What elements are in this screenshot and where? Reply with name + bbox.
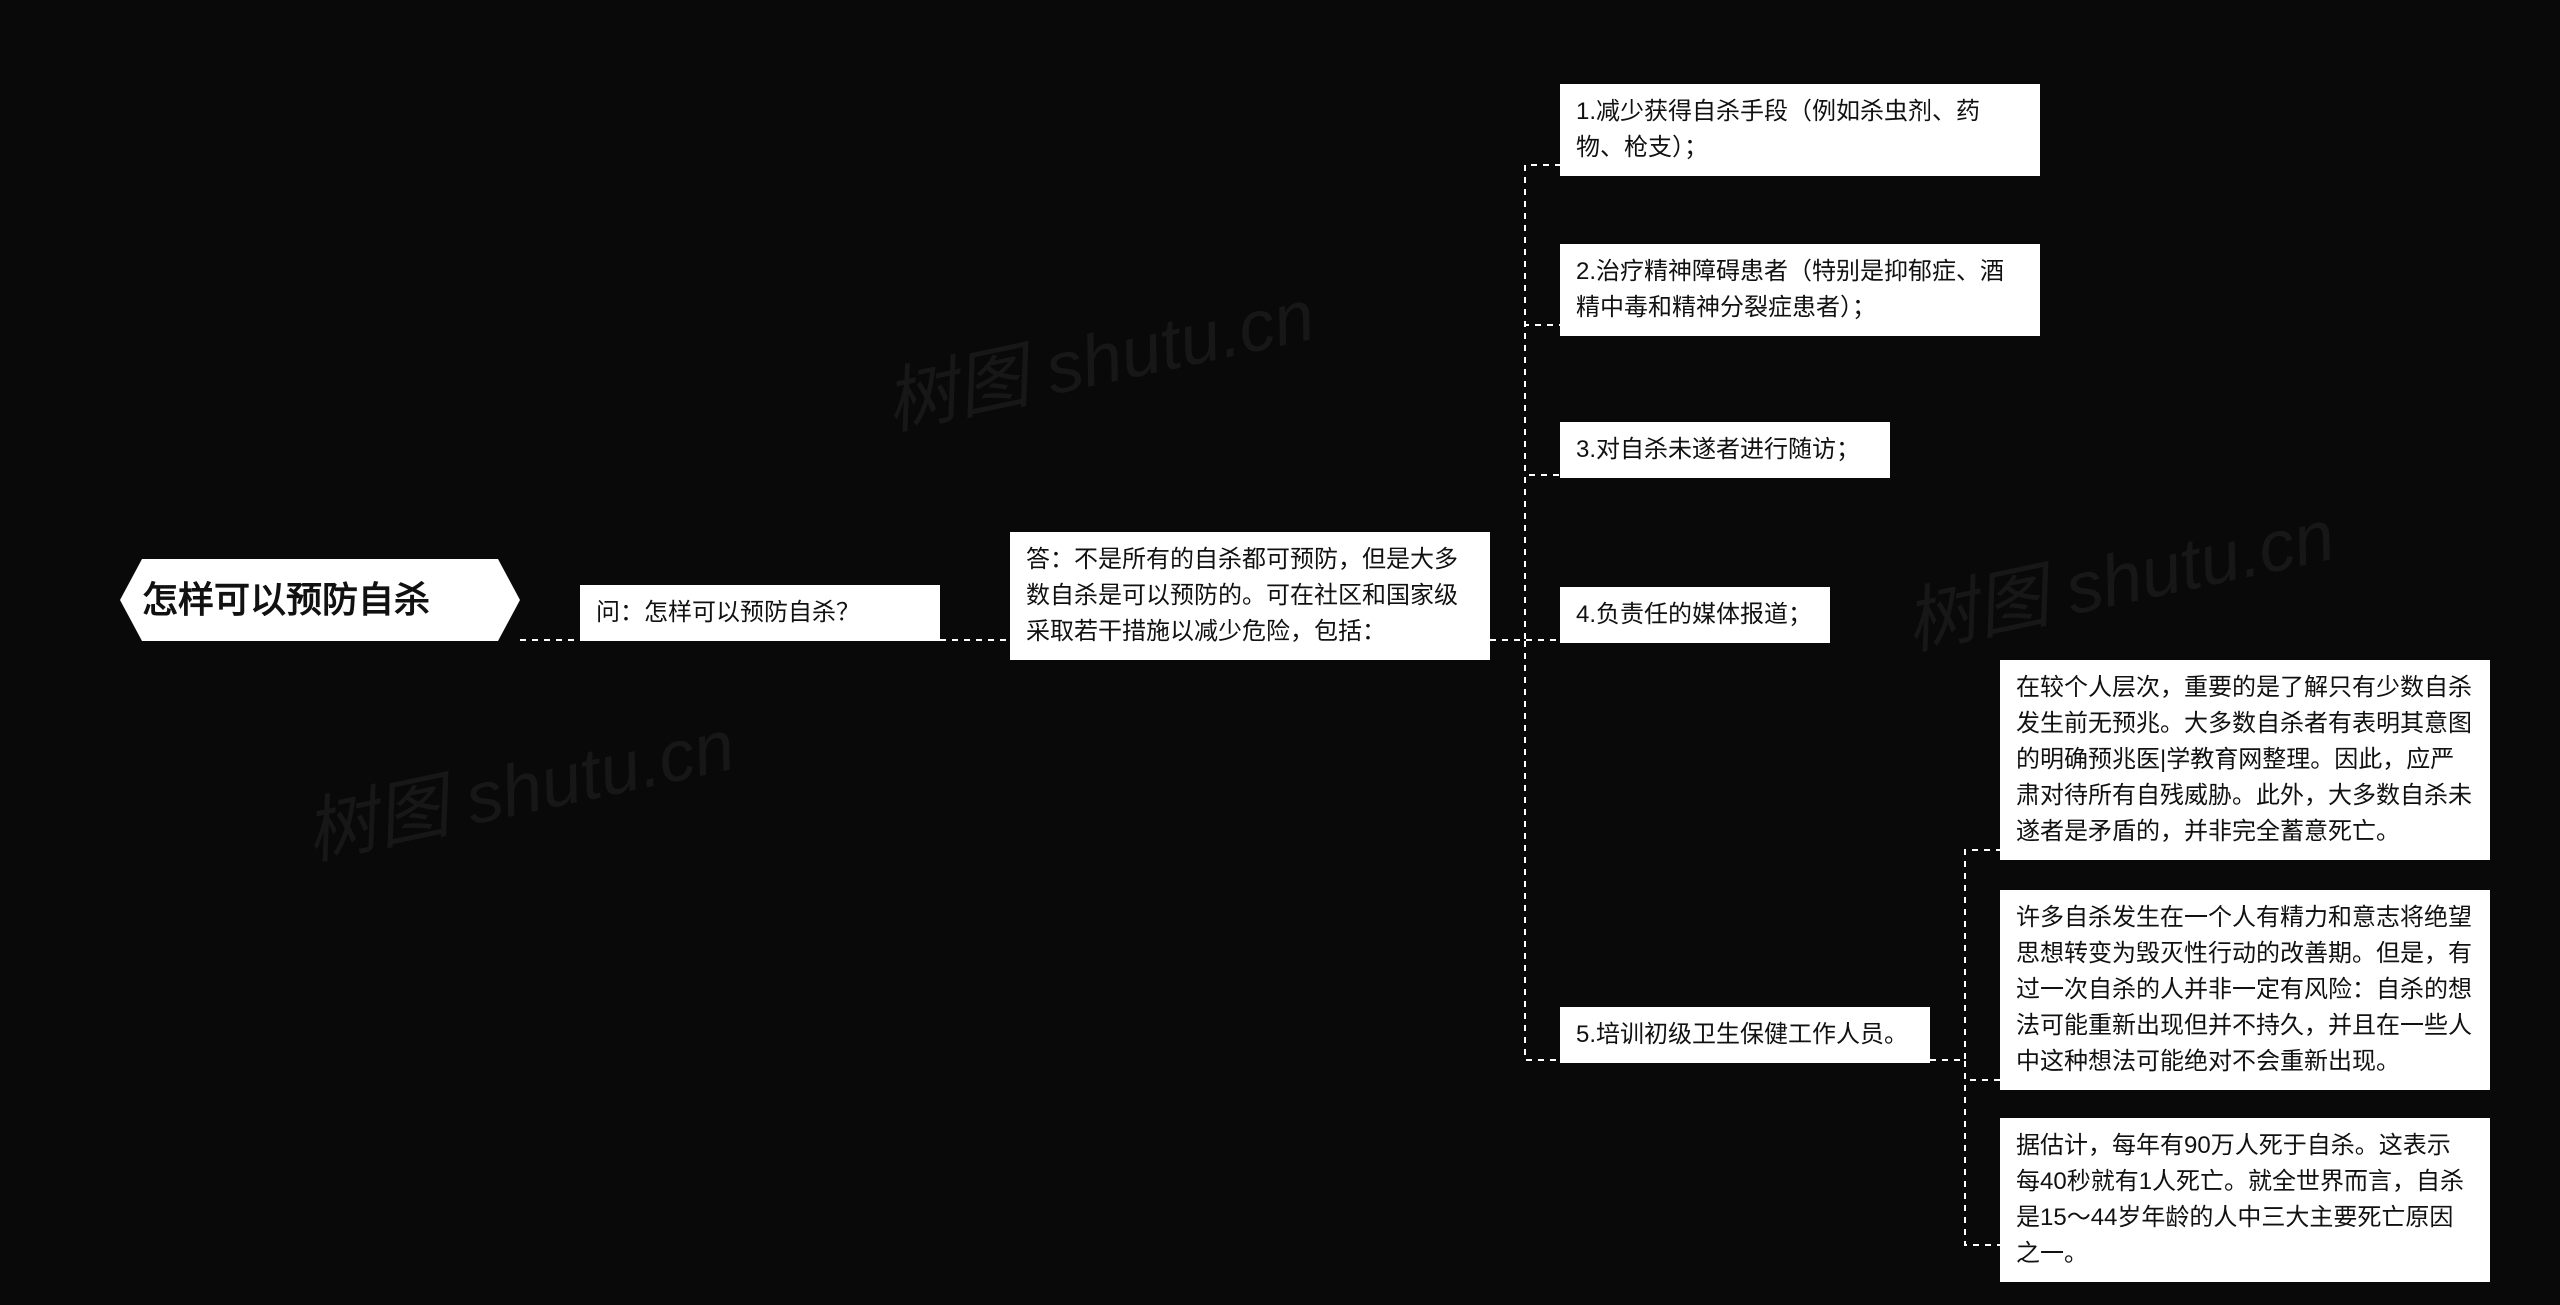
measure-1-text: 1.减少获得自杀手段（例如杀虫剂、药物、枪支）； bbox=[1576, 98, 1980, 161]
measure-3-text: 3.对自杀未遂者进行随访； bbox=[1576, 436, 1860, 463]
mindmap-canvas: 怎样可以预防自杀 问：怎样可以预防自杀？ 答：不是所有的自杀都可预防，但是大多数… bbox=[0, 0, 2560, 1305]
question-node: 问：怎样可以预防自杀？ bbox=[580, 585, 940, 641]
watermark: 树图 shutu.cn bbox=[874, 256, 1322, 449]
measure-node-1: 1.减少获得自杀手段（例如杀虫剂、药物、枪支）； bbox=[1560, 84, 2040, 176]
measure-4-text: 4.负责任的媒体报道； bbox=[1576, 601, 1812, 628]
note-3-text: 据估计，每年有90万人死于自杀。这表示每40秒就有1人死亡。就全世界而言，自杀是… bbox=[2016, 1132, 2464, 1267]
note-node-1: 在较个人层次，重要的是了解只有少数自杀发生前无预兆。大多数自杀者有表明其意图的明… bbox=[2000, 660, 2490, 860]
answer-text: 答：不是所有的自杀都可预防，但是大多数自杀是可以预防的。可在社区和国家级采取若干… bbox=[1026, 546, 1458, 645]
measure-node-3: 3.对自杀未遂者进行随访； bbox=[1560, 422, 1890, 478]
note-node-2: 许多自杀发生在一个人有精力和意志将绝望思想转变为毁灭性行动的改善期。但是，有过一… bbox=[2000, 890, 2490, 1090]
measure-node-2: 2.治疗精神障碍患者（特别是抑郁症、酒精中毒和精神分裂症患者）； bbox=[1560, 244, 2040, 336]
question-text: 问：怎样可以预防自杀？ bbox=[596, 599, 860, 626]
measure-5-text: 5.培训初级卫生保健工作人员。 bbox=[1576, 1021, 1908, 1048]
root-node: 怎样可以预防自杀 bbox=[120, 559, 520, 641]
note-node-3: 据估计，每年有90万人死于自杀。这表示每40秒就有1人死亡。就全世界而言，自杀是… bbox=[2000, 1118, 2490, 1282]
watermark: 树图 shutu.cn bbox=[1894, 476, 2342, 669]
measure-node-4: 4.负责任的媒体报道； bbox=[1560, 587, 1830, 643]
note-1-text: 在较个人层次，重要的是了解只有少数自杀发生前无预兆。大多数自杀者有表明其意图的明… bbox=[2016, 674, 2472, 845]
measure-node-5: 5.培训初级卫生保健工作人员。 bbox=[1560, 1007, 1930, 1063]
measure-2-text: 2.治疗精神障碍患者（特别是抑郁症、酒精中毒和精神分裂症患者）； bbox=[1576, 258, 2004, 321]
watermark: 树图 shutu.cn bbox=[294, 686, 742, 879]
root-label: 怎样可以预防自杀 bbox=[142, 579, 430, 620]
note-2-text: 许多自杀发生在一个人有精力和意志将绝望思想转变为毁灭性行动的改善期。但是，有过一… bbox=[2016, 904, 2472, 1075]
answer-node: 答：不是所有的自杀都可预防，但是大多数自杀是可以预防的。可在社区和国家级采取若干… bbox=[1010, 532, 1490, 660]
